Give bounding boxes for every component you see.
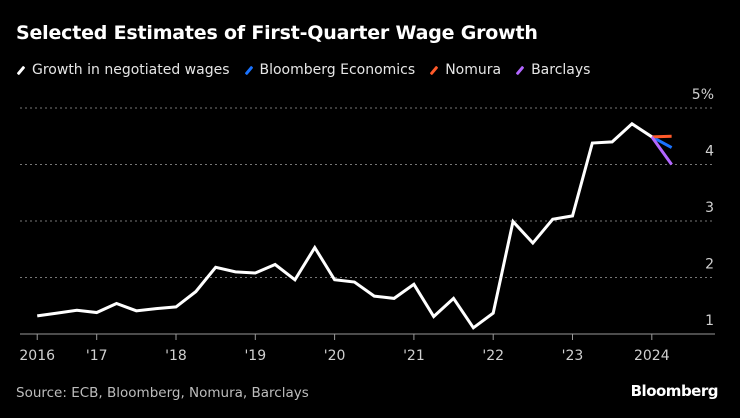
- legend-item: Barclays: [515, 62, 590, 78]
- x-tick-label: '22: [482, 348, 504, 364]
- legend-item: Bloomberg Economics: [244, 62, 416, 78]
- y-tick-label: 3: [705, 200, 714, 216]
- y-tick-label: 5%: [692, 87, 714, 103]
- series-line-bloomberg-economics: [651, 135, 673, 149]
- series-line-growth-in-negotiated-wages: [37, 121, 653, 330]
- y-tick-label: 1: [705, 313, 714, 329]
- y-tick-label: 4: [705, 144, 714, 160]
- series-line-barclays: [650, 135, 673, 166]
- x-tick-label: 2024: [634, 348, 670, 364]
- legend: Growth in negotiated wages Bloomberg Eco…: [16, 62, 590, 78]
- legend-label: Growth in negotiated wages: [32, 62, 230, 78]
- x-tick-label: '19: [244, 348, 266, 364]
- x-tick-label: 2016: [19, 348, 55, 364]
- x-tick-label: '17: [86, 348, 108, 364]
- x-tick-label: '18: [165, 348, 187, 364]
- legend-label: Barclays: [531, 62, 591, 78]
- legend-item: Nomura: [429, 62, 501, 78]
- legend-label: Nomura: [445, 62, 502, 78]
- x-tick-label: '20: [324, 348, 346, 364]
- legend-label: Bloomberg Economics: [259, 62, 416, 78]
- series-line-nomura: [651, 134, 672, 139]
- x-tick-label: '21: [403, 348, 425, 364]
- source-note: Source: ECB, Bloomberg, Nomura, Barclays: [16, 385, 309, 401]
- chart-title: Selected Estimates of First-Quarter Wage…: [16, 22, 538, 44]
- x-tick-label: '23: [562, 348, 584, 364]
- legend-item: Growth in negotiated wages: [16, 62, 230, 78]
- bloomberg-logo: Bloomberg: [630, 382, 719, 400]
- y-tick-label: 2: [705, 257, 714, 273]
